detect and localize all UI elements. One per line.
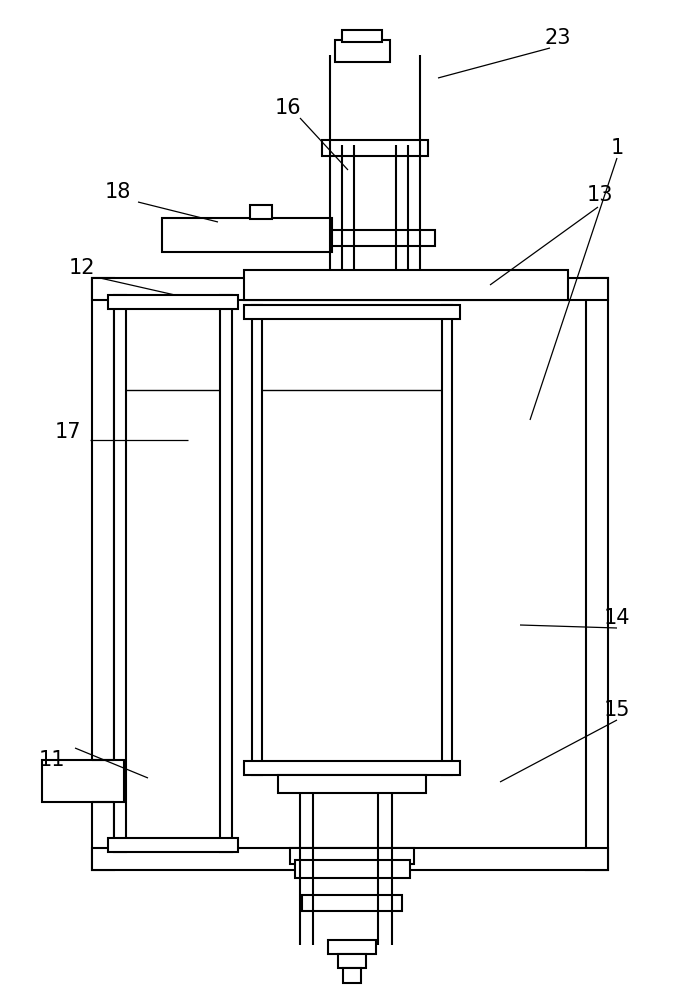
Bar bbox=[42, 760, 124, 802]
Text: 12: 12 bbox=[69, 258, 95, 278]
Bar bbox=[290, 848, 414, 864]
Text: 1: 1 bbox=[610, 138, 624, 158]
Bar bbox=[162, 218, 332, 252]
Bar bbox=[252, 305, 262, 775]
Bar bbox=[322, 140, 428, 156]
Text: 23: 23 bbox=[545, 28, 571, 48]
Bar bbox=[295, 860, 410, 878]
Bar bbox=[108, 838, 238, 852]
Bar bbox=[342, 30, 382, 42]
Text: 11: 11 bbox=[38, 750, 65, 770]
Bar bbox=[338, 954, 366, 968]
Bar bbox=[92, 278, 114, 870]
Text: 15: 15 bbox=[603, 700, 630, 720]
Bar bbox=[442, 305, 452, 775]
Text: 18: 18 bbox=[105, 182, 131, 202]
Bar bbox=[244, 305, 460, 319]
Bar bbox=[220, 295, 232, 852]
Bar bbox=[335, 40, 390, 62]
Bar bbox=[278, 775, 426, 793]
Bar bbox=[586, 278, 608, 870]
Text: 13: 13 bbox=[587, 185, 613, 205]
Text: 16: 16 bbox=[274, 98, 301, 118]
Bar bbox=[244, 761, 460, 775]
Bar bbox=[315, 230, 435, 246]
Text: 17: 17 bbox=[55, 422, 81, 442]
Bar bbox=[328, 940, 376, 954]
Bar bbox=[92, 848, 608, 870]
Bar bbox=[250, 205, 272, 219]
Bar bbox=[114, 295, 126, 852]
Text: 14: 14 bbox=[603, 608, 630, 628]
Bar bbox=[302, 895, 402, 911]
Bar bbox=[343, 968, 361, 983]
Bar bbox=[108, 295, 238, 309]
Bar bbox=[92, 278, 608, 300]
Bar bbox=[244, 270, 568, 300]
